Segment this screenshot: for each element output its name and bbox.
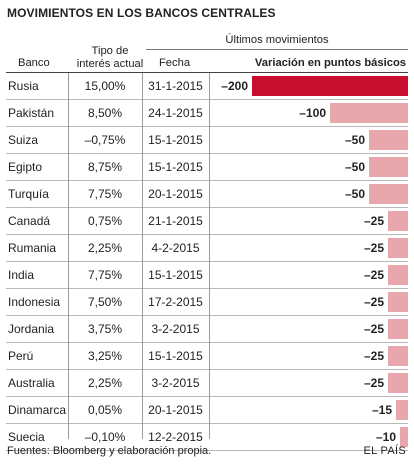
country-name: Pakistán	[8, 106, 55, 120]
column-divider-1	[68, 73, 69, 439]
header-tipo-line1: Tipo de	[91, 45, 129, 57]
table-row: Suiza –0,75% 15-1-2015 –50	[6, 127, 408, 154]
table-row: India 7,75% 15-1-2015 –25	[6, 262, 408, 289]
interest-rate: 3,75%	[87, 322, 123, 336]
bar-value-label: –25	[363, 349, 384, 363]
source-note: Fuentes: Bloomberg y elaboración propia.	[7, 445, 212, 457]
chart-title: MOVIMIENTOS EN LOS BANCOS CENTRALES	[7, 6, 276, 20]
movement-date: 20-1-2015	[148, 403, 203, 417]
table-row: Dinamarca 0,05% 20-1-2015 –15	[6, 397, 408, 424]
movement-date: 15-1-2015	[148, 133, 203, 147]
interest-rate: 8,75%	[87, 160, 123, 174]
country-name: Suecia	[8, 430, 45, 444]
bar-mark	[388, 319, 408, 339]
country-name: Canadá	[8, 214, 51, 228]
country-name: Suiza	[8, 133, 39, 147]
table-row: Pakistán 8,50% 24-1-2015 –100	[6, 100, 408, 127]
movement-date: 17-2-2015	[148, 295, 203, 309]
country-name: Turquía	[8, 187, 49, 201]
header-divider	[6, 72, 408, 73]
table-row: Indonesia 7,50% 17-2-2015 –25	[6, 289, 408, 316]
table-row: Egipto 8,75% 15-1-2015 –50	[6, 154, 408, 181]
header-tipo-line2: interés actual	[76, 58, 144, 70]
column-divider-2	[142, 73, 143, 439]
interest-rate: 7,75%	[87, 187, 123, 201]
movement-date: 15-1-2015	[148, 160, 203, 174]
table-row: Canadá 0,75% 21-1-2015 –25	[6, 208, 408, 235]
bar-mark	[388, 211, 408, 231]
bar-value-label: –25	[363, 214, 384, 228]
bar-mark	[388, 292, 408, 312]
table-row: Rusia 15,00% 31-1-2015 –200	[6, 73, 408, 100]
interest-rate: 2,25%	[87, 241, 123, 255]
bar-mark	[396, 400, 408, 420]
bar-mark	[252, 76, 408, 96]
country-name: Rumania	[8, 241, 57, 255]
header-ultimos-movimientos: Últimos movimientos	[225, 34, 329, 46]
bar-mark	[369, 184, 408, 204]
bar-mark	[388, 265, 408, 285]
bar-mark	[388, 373, 408, 393]
interest-rate: 7,75%	[87, 268, 123, 282]
table-row: Australia 2,25% 3-2-2015 –25	[6, 370, 408, 397]
interest-rate: –0,10%	[84, 430, 126, 444]
country-name: Australia	[8, 376, 55, 390]
table-row: Jordania 3,75% 3-2-2015 –25	[6, 316, 408, 343]
header-variacion: Variación en puntos básicos	[254, 57, 406, 69]
interest-rate: 7,50%	[87, 295, 123, 309]
header-banco: Banco	[18, 57, 50, 69]
movement-date: 20-1-2015	[148, 187, 203, 201]
table-row: Suecia –0,10% 12-2-2015 –10	[6, 424, 408, 451]
country-name: Egipto	[8, 160, 43, 174]
table-row: Turquía 7,75% 20-1-2015 –50	[6, 181, 408, 208]
interest-rate: 2,25%	[87, 376, 123, 390]
interest-rate: 0,05%	[87, 403, 123, 417]
interest-rate: –0,75%	[84, 133, 126, 147]
country-name: India	[8, 268, 35, 282]
interest-rate: 8,50%	[87, 106, 123, 120]
movement-date: 21-1-2015	[148, 214, 203, 228]
bar-value-label: –50	[344, 187, 365, 201]
bar-mark	[400, 427, 408, 447]
movement-date: 3-2-2015	[151, 376, 200, 390]
bar-value-label: –25	[363, 322, 384, 336]
country-name: Perú	[8, 349, 34, 363]
movement-date: 15-1-2015	[148, 268, 203, 282]
bar-mark	[369, 130, 408, 150]
interest-rate: 3,25%	[87, 349, 123, 363]
country-name: Rusia	[8, 79, 39, 93]
bar-value-label: –25	[363, 376, 384, 390]
bar-value-label: –200	[221, 79, 248, 93]
bar-value-label: –50	[344, 160, 365, 174]
brand-logo: EL PAÍS	[363, 445, 406, 457]
bar-value-label: –25	[363, 241, 384, 255]
bar-value-label: –25	[363, 268, 384, 282]
header-tipo-interes: Tipo de interés actual	[70, 45, 150, 71]
table-row: Perú 3,25% 15-1-2015 –25	[6, 343, 408, 370]
bar-value-label: –10	[375, 430, 396, 444]
country-name: Dinamarca	[8, 403, 67, 417]
header-fecha: Fecha	[158, 57, 191, 69]
table-row: Rumania 2,25% 4-2-2015 –25	[6, 235, 408, 262]
bar-value-label: –15	[371, 403, 392, 417]
bar-mark	[388, 346, 408, 366]
column-divider-3	[209, 73, 210, 439]
country-name: Jordania	[8, 322, 55, 336]
bar-mark	[388, 238, 408, 258]
bar-value-label: –25	[363, 295, 384, 309]
header-ultimos-underline	[146, 49, 408, 50]
interest-rate: 15,00%	[84, 79, 126, 93]
bar-value-label: –50	[344, 133, 365, 147]
bar-mark	[330, 103, 408, 123]
interest-rate: 0,75%	[87, 214, 123, 228]
movement-date: 15-1-2015	[148, 349, 203, 363]
bar-value-label: –100	[299, 106, 326, 120]
movement-date: 4-2-2015	[151, 241, 200, 255]
country-name: Indonesia	[8, 295, 61, 309]
movement-date: 31-1-2015	[148, 79, 203, 93]
movement-date: 12-2-2015	[148, 430, 203, 444]
movement-date: 3-2-2015	[151, 322, 200, 336]
bar-mark	[369, 157, 408, 177]
movement-date: 24-1-2015	[148, 106, 203, 120]
